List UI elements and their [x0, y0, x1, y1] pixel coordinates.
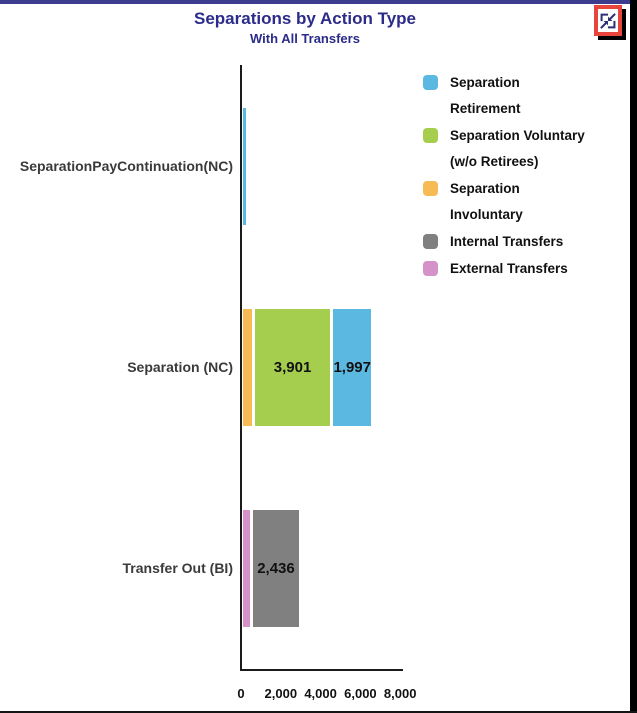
legend-label: Separation Retirement — [450, 75, 521, 116]
x-tick-label: 4,000 — [304, 686, 337, 701]
bar-value-label: 1,997 — [333, 359, 371, 376]
bar-value-label: 3,901 — [273, 359, 312, 376]
chart-legend: Separation Retirement Separation Voluntary… — [423, 70, 585, 283]
x-tick-label: 6,000 — [344, 686, 377, 701]
legend-item: Internal Transfers — [423, 229, 585, 255]
bar-segment[interactable] — [243, 309, 252, 426]
bar-row-2: 3,901 1,997 — [243, 309, 372, 426]
x-tick-label: 2,000 — [264, 686, 298, 701]
legend-swatch — [423, 261, 438, 276]
chart-subtitle: With All Transfers — [250, 31, 360, 46]
legend-swatch — [423, 181, 438, 196]
bar-segment[interactable]: 1,997 — [333, 309, 372, 426]
x-tick-label: 0 — [237, 686, 245, 701]
legend-label: Internal Transfers — [450, 234, 564, 249]
legend-swatch — [423, 75, 438, 90]
bar-segment[interactable]: 3,901 — [254, 309, 331, 426]
legend-item: Separation Voluntary (w/o Retirees) — [423, 123, 585, 175]
x-tick-label: 8,000 — [383, 686, 417, 701]
legend-label: Separation Involuntary — [450, 181, 523, 222]
y-axis-line — [240, 65, 242, 671]
category-label: Transfer Out (BI) — [122, 559, 233, 576]
window-right-edge — [630, 0, 637, 713]
legend-label: External Transfers — [450, 261, 568, 276]
window-bottom-edge — [0, 711, 637, 713]
collapse-button[interactable] — [594, 5, 622, 36]
bar-segment[interactable]: 2,436 — [252, 510, 300, 627]
legend-item: Separation Involuntary — [423, 176, 585, 228]
chart-title: Separations by Action Type — [194, 9, 416, 28]
legend-swatch — [423, 128, 438, 143]
x-axis-line — [240, 669, 403, 671]
bar-row-1 — [243, 108, 246, 225]
category-label: Separation (NC) — [127, 358, 233, 375]
category-label: SeparationPayContinuation(NC) — [19, 157, 233, 174]
bar-segment[interactable] — [243, 108, 246, 225]
bar-value-label: 2,436 — [257, 560, 295, 577]
collapse-icon — [597, 10, 619, 32]
legend-item: Separation Retirement — [423, 70, 585, 122]
bar-segment[interactable] — [243, 510, 250, 627]
window-top-border — [0, 0, 637, 4]
legend-label: Separation Voluntary (w/o Retirees) — [450, 128, 585, 169]
legend-item: External Transfers — [423, 256, 585, 282]
legend-swatch — [423, 234, 438, 249]
bar-row-3: 2,436 — [243, 510, 300, 627]
